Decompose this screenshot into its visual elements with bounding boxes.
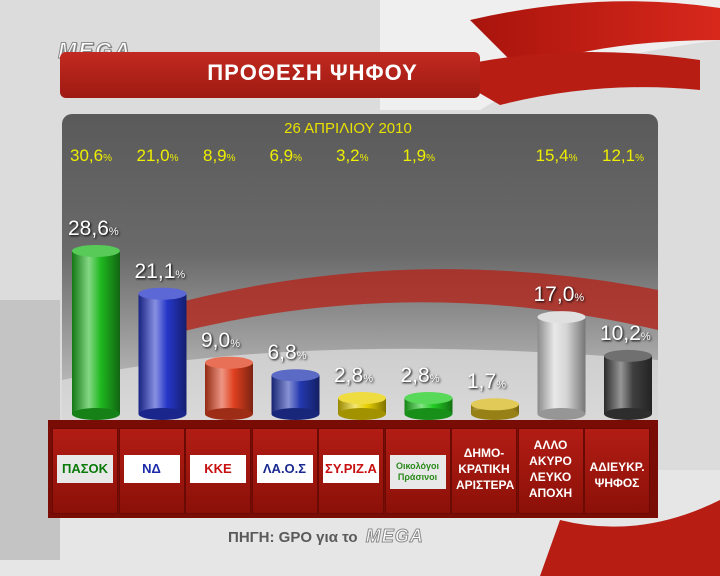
- bar-base: [72, 408, 120, 420]
- bar-body: [537, 317, 586, 414]
- previous-value-label: 8,9%: [203, 146, 236, 165]
- party-label: ΛΑ.Ο.Σ: [256, 455, 313, 483]
- bar-8: [604, 349, 652, 420]
- source-line: ΠΗΓΗ: GPO για το MEGA: [228, 526, 508, 547]
- bar-body: [72, 250, 120, 414]
- bar-4: [338, 392, 386, 420]
- party-tile: ΑΛΛΟ ΑΚΥΡΟ ΛΕΥΚΟ ΑΠΟΧΗ: [517, 428, 584, 514]
- bar-6: [471, 398, 519, 420]
- bar-top: [604, 349, 652, 362]
- bar-body: [138, 293, 187, 414]
- bar-top: [471, 398, 519, 411]
- bar-base: [271, 408, 320, 420]
- bar-body: [205, 362, 253, 414]
- value-label: 17,0%: [533, 283, 585, 307]
- bar-top: [205, 356, 253, 369]
- previous-value-label: 1,9%: [402, 146, 436, 165]
- value-label: 28,6%: [68, 216, 119, 240]
- previous-value-label: 3,2%: [336, 146, 369, 165]
- title-banner: [60, 52, 480, 98]
- party-tile: ΑΔΙΕΥΚΡ. ΨΗΦΟΣ: [584, 428, 650, 514]
- bar-base: [537, 408, 586, 420]
- party-tile: ΠΑΣΟΚ: [52, 428, 118, 514]
- bar-top: [72, 244, 120, 257]
- previous-value-label: 12,1%: [602, 146, 644, 165]
- value-label: 6,8%: [267, 341, 307, 365]
- party-label: Οικολόγοι Πράσινοι: [389, 455, 446, 489]
- chart-title: ΠΡΟΘΕΣΗ ΨΗΦΟΥ: [207, 60, 418, 85]
- bar-top: [338, 392, 386, 405]
- bar-base: [138, 408, 187, 420]
- bar-5: [404, 392, 453, 420]
- party-tile: ΚΚΕ: [185, 428, 251, 514]
- value-label: 1,7%: [467, 370, 506, 394]
- value-label: 2,8%: [400, 364, 440, 388]
- comparison-date: 26 ΑΠΡΙΛΙΟΥ 2010: [284, 120, 412, 137]
- party-tile: ΔΗΜΟ- ΚΡΑΤΙΚΗ ΑΡΙΣΤΕΡΑ: [451, 428, 517, 514]
- party-tile: ΣΥ.ΡΙΖ.Α: [318, 428, 384, 514]
- bar-top: [404, 392, 453, 405]
- value-label: 21,1%: [134, 259, 186, 283]
- party-label: ΔΗΜΟ- ΚΡΑΤΙΚΗ ΑΡΙΣΤΕΡΑ: [456, 446, 515, 492]
- source-text: ΠΗΓΗ: GPO για το: [228, 529, 358, 546]
- party-label: ΣΥ.ΡΙΖ.Α: [323, 455, 379, 483]
- bar-top: [537, 311, 586, 324]
- source-brand: MEGA: [365, 526, 424, 547]
- bar-base: [604, 408, 652, 420]
- value-label: 9,0%: [201, 328, 240, 352]
- bar-body: [271, 375, 320, 414]
- party-tile: ΝΔ: [118, 428, 185, 514]
- previous-value-label: 30,6%: [70, 146, 112, 165]
- previous-value-label: 6,9%: [269, 146, 303, 165]
- bar-2: [205, 356, 253, 420]
- party-label: ΠΑΣΟΚ: [57, 455, 113, 483]
- bars-group: [72, 244, 652, 420]
- previous-value-label: 15,4%: [535, 146, 578, 165]
- bar-body: [604, 355, 652, 414]
- bar-3: [271, 369, 320, 420]
- party-label: ΑΔΙΕΥΚΡ. ΨΗΦΟΣ: [589, 460, 645, 490]
- party-label: ΑΛΛΟ ΑΚΥΡΟ ΛΕΥΚΟ ΑΠΟΧΗ: [528, 438, 573, 500]
- bar-base: [404, 408, 453, 420]
- bar-base: [338, 408, 386, 420]
- party-tile: ΛΑ.Ο.Σ: [251, 428, 318, 514]
- bar-7: [537, 311, 586, 420]
- bar-0: [72, 244, 120, 420]
- bar-base: [205, 408, 253, 420]
- value-label: 2,8%: [334, 364, 373, 388]
- value-label: 10,2%: [600, 321, 651, 345]
- bar-top: [271, 369, 320, 382]
- party-label: ΚΚΕ: [190, 455, 246, 483]
- bar-base: [471, 408, 519, 420]
- party-label: ΝΔ: [123, 455, 180, 483]
- plot-panel: [62, 114, 658, 424]
- previous-value-label: 21,0%: [136, 146, 179, 165]
- bar-top: [138, 287, 187, 300]
- bar-1: [138, 287, 187, 420]
- party-tile: Οικολόγοι Πράσινοι: [384, 428, 451, 514]
